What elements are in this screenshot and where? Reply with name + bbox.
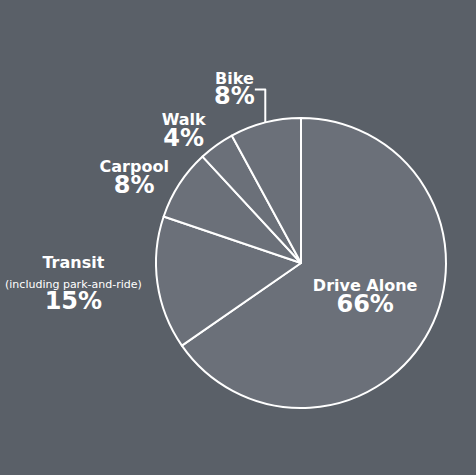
svg-text:Drive Alone66%: Drive Alone66%	[313, 276, 418, 318]
svg-text:Walk4%: Walk4%	[162, 110, 206, 152]
svg-text:Transit(including park-and-rid: Transit(including park-and-ride)15%	[5, 253, 142, 316]
svg-text:Bike8%: Bike8%	[214, 69, 255, 111]
svg-text:Carpool8%: Carpool8%	[100, 157, 169, 199]
